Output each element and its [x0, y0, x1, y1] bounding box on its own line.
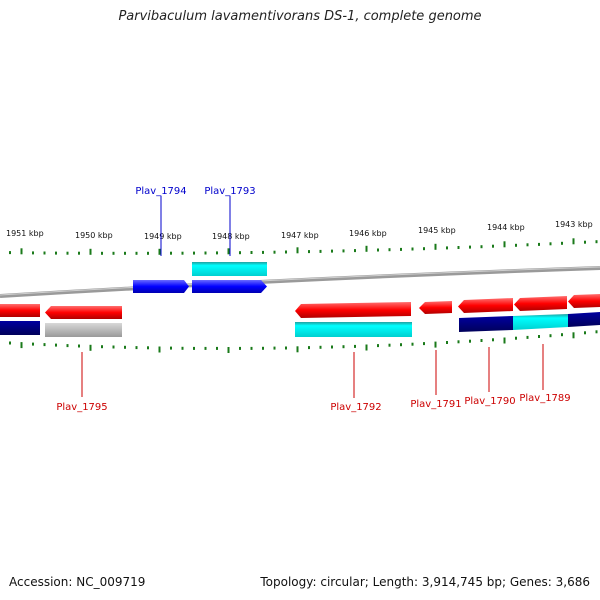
gene-labels: Plav_1794 Plav_1793 Plav_1795 Plav_1792 … [56, 186, 570, 413]
feature-cyan-1792[interactable] [295, 322, 412, 337]
gene-label-reverse[interactable]: Plav_1792 [330, 402, 381, 413]
gene-partial-right[interactable] [568, 294, 600, 308]
feature-cyan-1793[interactable] [192, 262, 267, 276]
forward-strand-features [133, 262, 267, 293]
gene-plav-1789[interactable] [514, 296, 567, 311]
gene-label-reverse[interactable]: Plav_1791 [410, 399, 461, 410]
feature-navy-left[interactable] [0, 321, 40, 335]
genome-backbone [0, 266, 600, 298]
kbp-label: 1951 kbp [6, 229, 44, 238]
kbp-label: 1943 kbp [555, 220, 593, 229]
gene-plav-1791[interactable] [419, 301, 452, 314]
lower-scale-ruler [9, 330, 598, 353]
kbp-label: 1950 kbp [75, 231, 113, 240]
gene-plav-1794[interactable] [133, 280, 189, 293]
gene-partial-left[interactable] [0, 304, 40, 317]
feature-navy-right[interactable] [568, 312, 600, 327]
gene-label-reverse[interactable]: Plav_1795 [56, 402, 107, 413]
kbp-label: 1946 kbp [349, 229, 387, 238]
gene-label-reverse[interactable]: Plav_1789 [519, 393, 570, 404]
kbp-label: 1948 kbp [212, 232, 250, 241]
gene-plav-1795[interactable] [45, 306, 122, 319]
gene-plav-1790[interactable] [458, 298, 513, 313]
kbp-scale-labels: 1951 kbp 1950 kbp 1949 kbp 1948 kbp 1947… [6, 220, 593, 241]
gene-plav-1792[interactable] [295, 302, 411, 318]
gene-label-reverse[interactable]: Plav_1790 [464, 396, 515, 407]
accession-text: Accession: NC_009719 [9, 575, 146, 589]
feature-cyan-1789[interactable] [513, 314, 568, 330]
map-title: Parvibaculum lavamentivorans DS-1, compl… [118, 9, 482, 24]
kbp-label: 1947 kbp [281, 231, 319, 240]
gene-plav-1793[interactable] [192, 280, 267, 293]
upper-scale-ruler [9, 238, 598, 255]
gene-label-forward[interactable]: Plav_1793 [204, 186, 255, 197]
feature-navy-1790[interactable] [459, 316, 513, 332]
kbp-label: 1945 kbp [418, 226, 456, 235]
kbp-label: 1944 kbp [487, 223, 525, 232]
label-leaders [81, 196, 544, 398]
kbp-label: 1949 kbp [144, 232, 182, 241]
gene-label-forward[interactable]: Plav_1794 [135, 186, 186, 197]
feature-gray-1795[interactable] [45, 323, 122, 337]
reverse-strand-features [0, 294, 600, 337]
genome-summary-text: Topology: circular; Length: 3,914,745 bp… [260, 575, 590, 589]
